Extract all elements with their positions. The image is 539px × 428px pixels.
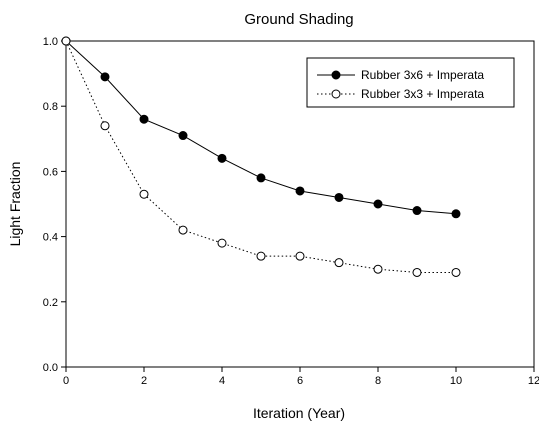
- series-2-point: [139, 189, 149, 199]
- legend-marker-series-1: [331, 70, 341, 80]
- x-tick-label: 8: [375, 375, 381, 387]
- chart-title: Ground Shading: [244, 11, 353, 28]
- series-2-point: [412, 267, 422, 277]
- x-tick-label: 6: [297, 375, 303, 387]
- y-tick-label: 0.4: [43, 232, 58, 244]
- y-tick-label: 0.6: [43, 166, 58, 178]
- series-1-point: [334, 192, 344, 202]
- series-2-point: [373, 264, 383, 274]
- series-2-point: [217, 238, 227, 248]
- series-2-point: [451, 267, 461, 277]
- series-2-point: [61, 36, 71, 46]
- series-1-point: [139, 114, 149, 124]
- series-2-point: [100, 121, 110, 131]
- y-tick-label: 0.8: [43, 101, 58, 113]
- x-tick-label: 12: [528, 375, 539, 387]
- series-2-point: [256, 251, 266, 261]
- series-2-point: [295, 251, 305, 261]
- series-1-point: [373, 199, 383, 209]
- x-tick-label: 4: [219, 375, 225, 387]
- legend-marker-series-2: [331, 89, 341, 99]
- series-1-point: [217, 153, 227, 163]
- legend: Rubber 3x6 + Imperata Rubber 3x3 + Imper…: [306, 57, 515, 108]
- x-tick-label: 10: [450, 375, 462, 387]
- series-2-point: [178, 225, 188, 235]
- legend-label-series-1: Rubber 3x6 + Imperata: [361, 68, 484, 82]
- x-tick-label: 2: [141, 375, 147, 387]
- series-1: [61, 36, 461, 219]
- x-axis-label: Iteration (Year): [253, 405, 345, 421]
- series-2-point: [334, 258, 344, 268]
- y-tick-label: 0.2: [43, 297, 58, 309]
- series-2: [61, 36, 461, 277]
- series-1-point: [412, 206, 422, 216]
- y-axis: 0.0 0.2 0.4 0.6 0.8 1.0: [43, 36, 66, 374]
- legend-box: [306, 57, 515, 108]
- y-axis-label: Light Fraction: [7, 162, 23, 247]
- x-axis: 0 2 4 6 8 10 12: [63, 367, 539, 387]
- series-1-point: [295, 186, 305, 196]
- y-tick-label: 1.0: [43, 36, 58, 48]
- legend-label-series-2: Rubber 3x3 + Imperata: [361, 87, 484, 101]
- series-1-point: [451, 209, 461, 219]
- series-1-point: [256, 173, 266, 183]
- series-1-point: [178, 131, 188, 141]
- y-tick-label: 0.0: [43, 362, 58, 374]
- series-1-point: [100, 72, 110, 82]
- x-tick-label: 0: [63, 375, 69, 387]
- series-layer: [61, 36, 461, 277]
